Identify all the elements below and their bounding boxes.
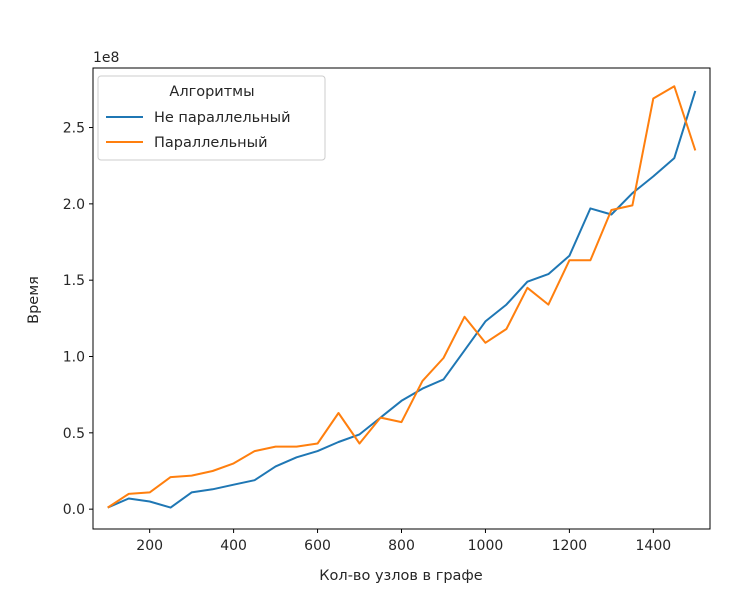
legend-title: Алгоритмы [169, 84, 254, 100]
axis-ticks: 200 400 600 800 1000 1200 1400 0.0 0.5 1.0 1.5 2.0 2… [63, 121, 671, 554]
y-axis-label: Время [26, 276, 42, 324]
legend-box [97, 75, 326, 161]
y-tick-label: 0.0 [63, 502, 85, 518]
series-line-2 [107, 85, 697, 509]
x-tick-label: 400 [220, 538, 247, 554]
x-tick-label: 1200 [552, 538, 588, 554]
legend-label-series-2: Параллельный [154, 135, 268, 151]
x-tick-label: 200 [136, 538, 163, 554]
x-tick-label: 1400 [636, 538, 672, 554]
x-tick-label: 600 [304, 538, 331, 554]
y-tick-label: 1.0 [63, 350, 85, 366]
y-tick-label: 2.0 [63, 197, 85, 213]
legend-label-series-1: Не параллельный [154, 110, 291, 126]
y-tick-label: 2.5 [63, 121, 85, 137]
x-axis-label: Кол-во узлов в графе [319, 568, 483, 584]
y-tick-label: 1.5 [63, 273, 85, 289]
y-axis-offset-label: 1e8 [93, 50, 119, 66]
plot-area-frame [92, 67, 711, 530]
x-tick-label: 1000 [468, 538, 504, 554]
x-tick-label: 800 [388, 538, 415, 554]
y-tick-label: 0.5 [63, 426, 85, 442]
legend: Алгоритмы Не параллельный Параллельный [97, 75, 326, 161]
series-layer [107, 85, 697, 509]
series-line-1 [107, 90, 697, 509]
